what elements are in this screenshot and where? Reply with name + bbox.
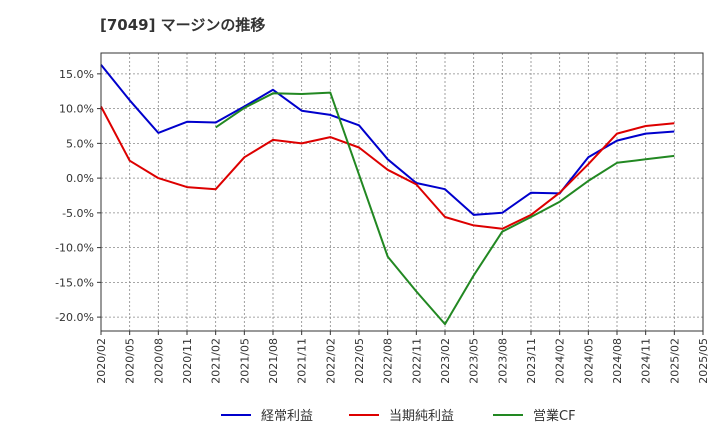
y-tick-label: 15.0% [59, 68, 94, 81]
y-tick-label: 5.0% [66, 137, 94, 150]
legend-label: 当期純利益 [389, 409, 454, 424]
series-line-2 [215, 91, 675, 326]
grid [101, 53, 703, 331]
series-lines [100, 64, 675, 326]
x-tick-label: 2022/11 [410, 338, 423, 384]
x-tick-label: 2023/11 [525, 338, 538, 384]
x-tick-label: 2022/08 [382, 338, 395, 384]
y-tick-label: -5.0% [62, 207, 94, 220]
x-tick-label: 2024/02 [554, 338, 567, 384]
series-line-1 [100, 106, 675, 230]
y-tick-label: -20.0% [55, 311, 94, 324]
x-tick-label: 2025/02 [668, 338, 681, 384]
y-axis-ticks: 15.0% 10.0% 5.0% 0.0% -5.0% -10.0% -15.0% -20.0… [55, 68, 101, 324]
legend-label: 経常利益 [261, 409, 313, 424]
x-tick-label: 2021/11 [296, 338, 309, 384]
y-tick-label: -10.0% [55, 242, 94, 255]
x-tick-label: 2023/02 [439, 338, 452, 384]
x-tick-label: 2020/11 [181, 338, 194, 384]
x-tick-label: 2024/05 [582, 338, 595, 384]
x-tick-label: 2021/05 [238, 338, 251, 384]
x-tick-label: 2021/08 [267, 338, 280, 384]
x-tick-label: 2024/08 [611, 338, 624, 384]
x-tick-label: 2021/02 [210, 338, 223, 384]
x-tick-label: 2020/05 [124, 338, 137, 384]
y-tick-label: -15.0% [55, 276, 94, 289]
x-tick-label: 2023/05 [468, 338, 481, 384]
x-tick-label: 2024/11 [640, 338, 653, 384]
legend-label: 営業CF [533, 408, 576, 424]
x-tick-label: 2023/08 [496, 338, 509, 384]
x-tick-label: 2020/08 [152, 338, 165, 384]
x-tick-label: 2025/05 [697, 338, 710, 384]
legend: 経常利益 当期純利益 営業CF [221, 408, 576, 424]
x-tick-label: 2022/02 [324, 338, 337, 384]
x-tick-label: 2022/05 [353, 338, 366, 384]
series-line-0 [100, 64, 675, 216]
x-tick-label: 2020/02 [95, 338, 108, 384]
plot-frame [100, 52, 704, 332]
chart-title: [7049] マージンの推移 [100, 16, 266, 34]
y-tick-label: 10.0% [59, 103, 94, 116]
y-tick-label: 0.0% [66, 172, 94, 185]
x-axis-ticks: 2020/02 2020/05 2020/08 2020/11 2021/02 2021/… [95, 331, 710, 384]
